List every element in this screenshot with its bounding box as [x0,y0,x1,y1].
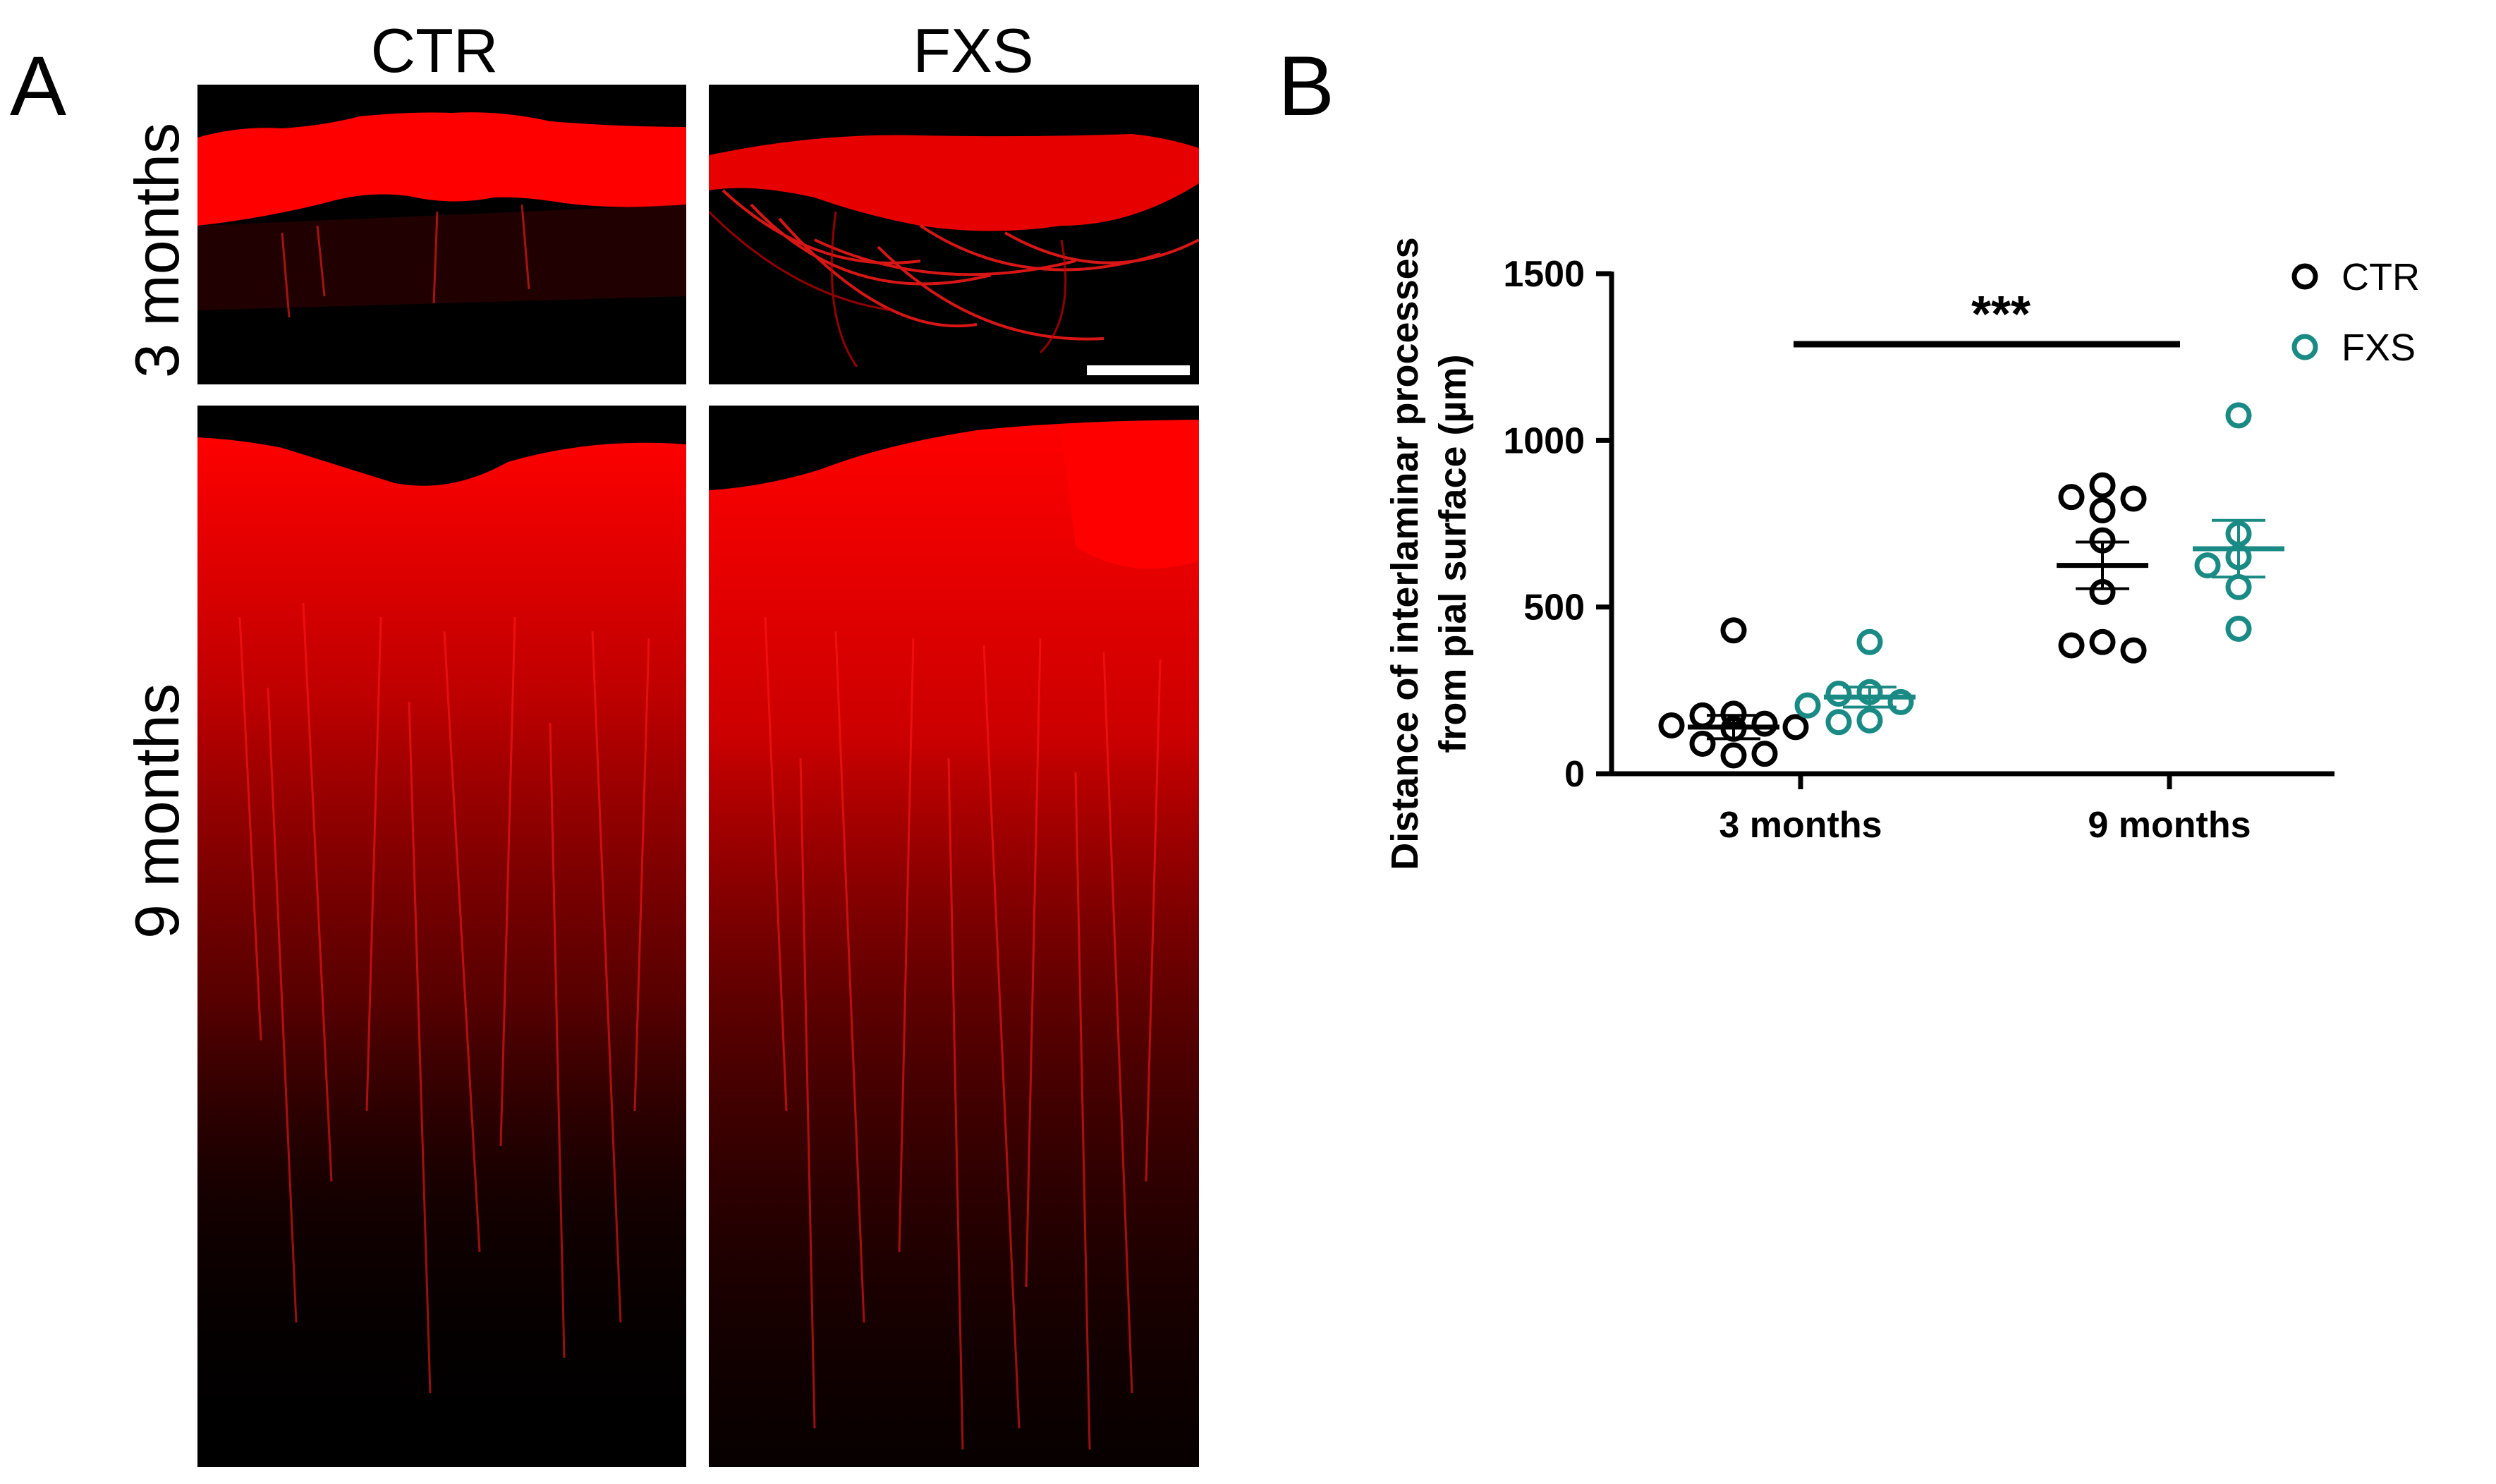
micrograph-ctr-9-months [197,406,686,1467]
scale-bar [1087,365,1190,375]
data-point [1689,730,1716,757]
data-point [1751,741,1778,767]
micrograph-ctr-3-months [197,85,686,384]
legend-label: CTR [2342,256,2420,298]
y-axis-label-line-1: Distance of interlaminar processes [1384,237,1426,870]
data-point [2225,615,2252,642]
y-axis-label-line-2: from pial surface (µm) [1432,354,1474,753]
y-tick-label: 0 [1564,754,1585,795]
panel-a-label: A [10,39,67,133]
x-tick-label: 9 months [2088,805,2251,846]
data-point [1825,681,1852,707]
data-point [1751,710,1778,737]
data-point [2225,573,2252,600]
y-tick-label: 500 [1523,588,1585,628]
data-point [1856,707,1883,734]
panel-b-label: B [1278,39,1335,133]
chart-axes: 0 500 1000 1500 3 months 9 months [1503,254,2334,846]
legend-label: FXS [2342,327,2416,369]
y-axis-label-group: Distance of interlaminar processes from … [1384,237,1474,870]
legend-marker [2291,263,2318,290]
data-point [1720,742,1747,769]
micrograph-fxs-9-months [709,406,1199,1467]
data-point [2120,485,2147,512]
y-tick-label: 1000 [1503,420,1585,461]
column-header-ctr: CTR [370,16,499,85]
legend-marker [2291,334,2318,360]
chart-legend: CTR FXS [2291,256,2420,369]
data-point [2120,637,2147,664]
data-point [2194,552,2221,579]
micrograph-fxs-3-months [709,85,1199,384]
data-point [1794,692,1821,719]
data-point [1782,714,1809,741]
data-point [2058,632,2085,659]
chart-marks: *** [1658,286,2284,769]
data-point [2089,472,2116,499]
y-tick-label: 1500 [1503,254,1585,295]
data-point [2089,497,2116,524]
data-point [2225,402,2252,429]
data-point [1658,712,1685,738]
data-point [2089,628,2116,655]
significance-label: *** [1971,286,2031,343]
x-tick-label: 3 months [1719,805,1882,846]
data-point [1856,628,1883,655]
data-point [1825,709,1852,736]
data-point [2058,484,2085,511]
data-point [1720,617,1747,644]
data-point [1887,688,1914,715]
column-header-fxs: FXS [913,16,1034,85]
